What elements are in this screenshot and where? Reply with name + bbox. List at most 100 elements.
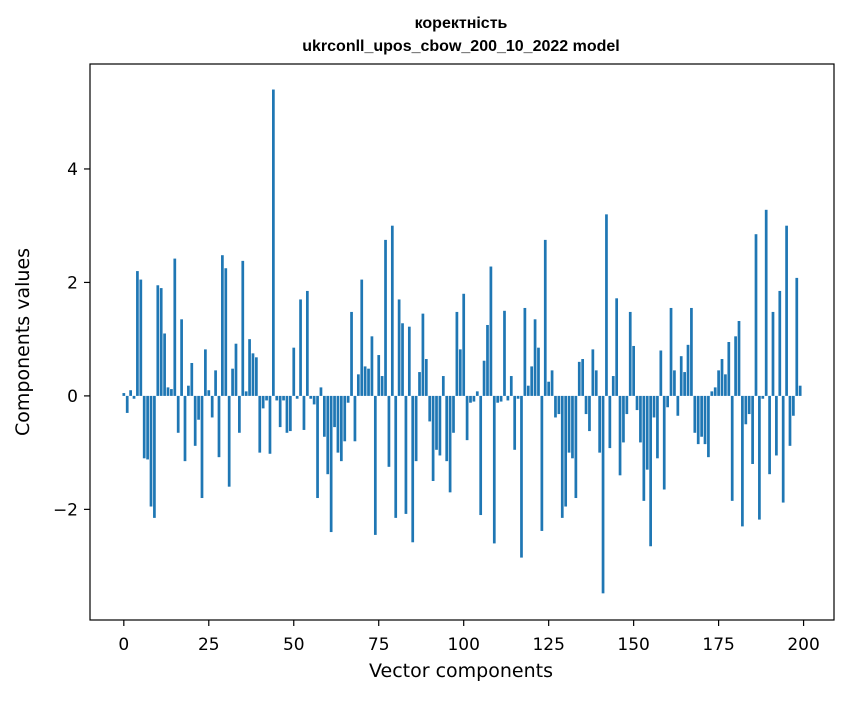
bar-122 [537, 347, 540, 396]
bar-83 [404, 395, 408, 514]
bar-167 [690, 307, 693, 396]
x-tick-label-200: 200 [787, 635, 819, 655]
bar-139 [594, 370, 598, 396]
bar-50 [292, 347, 296, 396]
bar-46 [278, 395, 282, 428]
bars-group [122, 89, 802, 594]
bar-6 [142, 395, 146, 459]
bar-154 [645, 395, 649, 470]
bar-110 [496, 395, 500, 403]
bar-126 [550, 370, 554, 396]
bar-144 [611, 376, 615, 396]
bar-120 [530, 366, 534, 396]
bar-53 [302, 395, 306, 430]
bar-2 [129, 390, 132, 396]
bar-18 [183, 395, 187, 462]
bar-149 [628, 311, 632, 396]
bar-162 [673, 370, 676, 396]
bar-61 [329, 395, 333, 533]
bar-57 [316, 395, 319, 499]
bar-8 [149, 395, 153, 507]
bar-172 [707, 395, 710, 458]
bar-72 [367, 368, 370, 396]
bar-142 [605, 214, 608, 396]
bar-150 [632, 345, 635, 396]
bar-13 [166, 387, 170, 396]
bar-117 [520, 395, 523, 558]
bar-67 [350, 311, 353, 396]
bar-99 [458, 349, 462, 396]
bar-151 [635, 395, 639, 411]
bar-198 [795, 277, 799, 396]
bar-70 [360, 279, 364, 396]
bar-44 [272, 89, 275, 396]
bar-94 [441, 376, 445, 396]
y-axis-ticks: −2 0 2 4 [53, 160, 90, 520]
bar-124 [543, 239, 547, 396]
bar-104 [475, 391, 479, 396]
bar-189 [764, 209, 768, 396]
y-tick-label-4: 4 [67, 160, 78, 180]
bar-127 [554, 395, 557, 418]
bar-105 [479, 395, 483, 516]
bar-64 [339, 395, 343, 462]
bar-130 [564, 395, 568, 507]
bar-92 [435, 395, 438, 450]
bar-95 [445, 395, 449, 462]
x-tick-label-50: 50 [283, 635, 305, 655]
x-tick-label-125: 125 [532, 635, 564, 655]
bar-79 [390, 225, 394, 396]
bar-25 [207, 390, 211, 396]
bar-31 [227, 395, 231, 487]
x-axis-ticks: 0 25 50 75 100 125 150 175 200 [118, 620, 820, 655]
bar-184 [747, 395, 751, 415]
bar-177 [724, 374, 727, 396]
bar-197 [792, 395, 795, 416]
bar-118 [523, 307, 527, 396]
bar-132 [571, 395, 574, 459]
bar-58 [319, 387, 323, 396]
x-tick-label-100: 100 [447, 635, 479, 655]
bar-55 [309, 395, 313, 399]
bar-174 [713, 387, 717, 396]
bar-136 [584, 395, 588, 415]
bar-48 [285, 395, 289, 433]
bar-22 [197, 395, 200, 420]
bar-88 [421, 313, 425, 396]
bar-133 [574, 395, 578, 499]
bar-15 [173, 258, 177, 396]
bar-190 [768, 395, 771, 475]
bar-77 [384, 239, 387, 396]
bar-12 [163, 333, 166, 396]
bar-17 [180, 319, 183, 396]
bar-63 [336, 395, 340, 453]
bar-196 [788, 395, 792, 446]
x-tick-label-25: 25 [198, 635, 220, 655]
bar-82 [401, 323, 404, 396]
bar-35 [241, 260, 245, 396]
bar-42 [265, 395, 268, 401]
bar-114 [509, 376, 513, 396]
bar-28 [217, 395, 221, 458]
bar-145 [615, 298, 619, 396]
chart-title: коректність [415, 15, 508, 32]
bar-188 [761, 395, 765, 399]
bar-166 [686, 344, 690, 396]
bar-47 [282, 395, 285, 401]
bar-140 [598, 395, 602, 453]
bar-164 [679, 356, 683, 396]
bar-125 [547, 381, 551, 396]
bar-20 [190, 362, 194, 396]
bar-109 [492, 395, 496, 544]
bar-9 [153, 395, 156, 518]
bar-106 [482, 360, 486, 396]
bar-159 [662, 395, 666, 490]
bar-39 [255, 357, 258, 396]
chart-subtitle: ukrconll_upos_cbow_200_10_2022 model [302, 38, 619, 55]
x-tick-label-175: 175 [702, 635, 734, 655]
bar-62 [333, 395, 336, 428]
bar-75 [377, 355, 381, 396]
bar-97 [452, 395, 455, 433]
bar-193 [778, 290, 782, 396]
